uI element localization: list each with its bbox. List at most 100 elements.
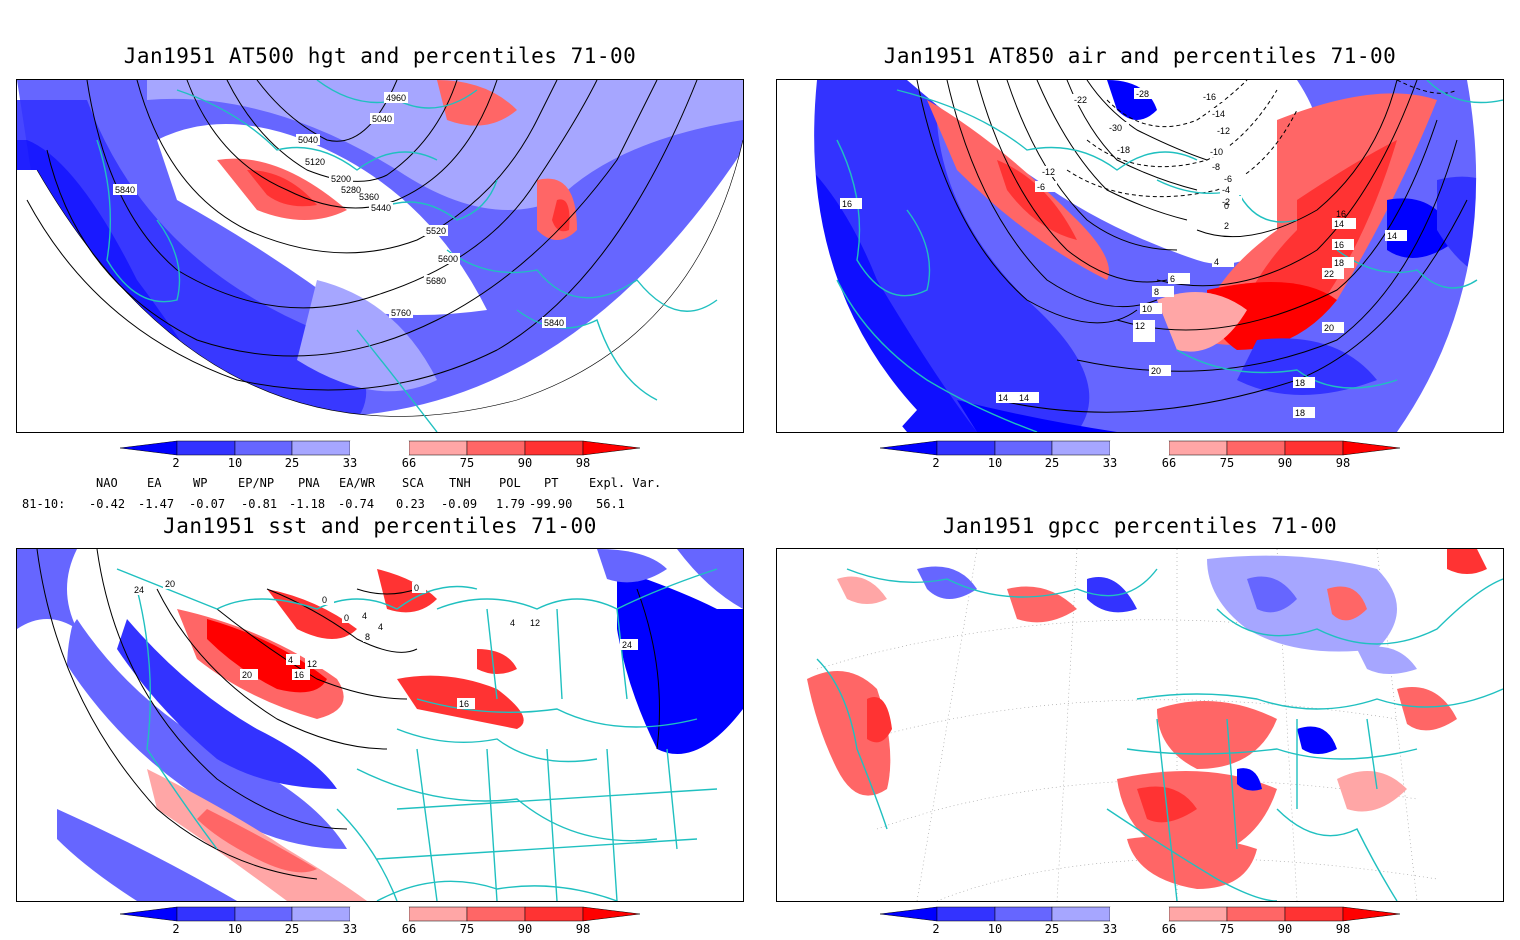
colorbar-segment bbox=[176, 440, 236, 456]
colorbar-tick: 90 bbox=[1277, 922, 1293, 936]
colorbar-tick: 98 bbox=[575, 922, 591, 936]
colorbar-segment bbox=[466, 906, 526, 922]
contour-label: 0 bbox=[1224, 201, 1229, 211]
contour-label: 14 bbox=[1387, 231, 1397, 241]
index-value: -1.18 bbox=[289, 497, 326, 511]
colorbar-tick: 98 bbox=[1335, 456, 1351, 470]
colorbar-tick: 90 bbox=[517, 922, 533, 936]
colorbar-segment bbox=[176, 906, 236, 922]
contour-label: 8 bbox=[1154, 287, 1159, 297]
contour-label: 5840 bbox=[115, 185, 135, 195]
contour-label: 16 bbox=[842, 199, 852, 209]
index-value: -0.42 bbox=[89, 497, 126, 511]
colorbar-segment bbox=[1110, 441, 1169, 455]
colorbar-segment bbox=[120, 906, 178, 922]
index-value: 0.23 bbox=[396, 497, 425, 511]
colorbar-tick: 75 bbox=[459, 922, 475, 936]
colorbar-segment bbox=[1051, 906, 1111, 922]
index-row-label: 81-10: bbox=[22, 497, 66, 511]
contour-label: 24 bbox=[622, 640, 632, 650]
index-value: 1.79 bbox=[496, 497, 525, 511]
contour-label: 6 bbox=[1170, 274, 1175, 284]
colorbar-tick: 66 bbox=[1161, 456, 1177, 470]
contour-label: -30 bbox=[1109, 123, 1122, 133]
colorbar-tick: 10 bbox=[227, 456, 243, 470]
contour-label: 14 bbox=[1334, 219, 1344, 229]
contour-label: 12 bbox=[530, 618, 540, 628]
colorbar-segment bbox=[936, 440, 996, 456]
colorbar-tick: 25 bbox=[1044, 922, 1060, 936]
colorbar-panel-1: 2 10 25 33 66 75 90 98 bbox=[120, 440, 660, 474]
colorbar-tick: 33 bbox=[342, 922, 358, 936]
colorbar-tick: 10 bbox=[987, 456, 1003, 470]
contour-label: 5040 bbox=[298, 135, 318, 145]
contour-label: 14 bbox=[1019, 393, 1029, 403]
colorbar-segment bbox=[120, 440, 178, 456]
colorbar-tick: 25 bbox=[284, 922, 300, 936]
colorbar-segment bbox=[880, 906, 938, 922]
contour-label: -22 bbox=[1074, 95, 1087, 105]
colorbar-tick: 33 bbox=[1102, 922, 1118, 936]
colorbar-panel-3: 2 10 25 33 66 75 90 98 bbox=[120, 906, 660, 940]
colorbar-segment bbox=[582, 906, 641, 922]
contour-label: -12 bbox=[1217, 126, 1230, 136]
contour-label: -6 bbox=[1037, 182, 1045, 192]
panel-2-title: Jan1951 AT850 air and percentiles 71-00 bbox=[883, 44, 1397, 68]
contour-label: -4 bbox=[1222, 185, 1230, 195]
contour-label: 20 bbox=[165, 579, 175, 589]
colorbar-segment bbox=[1342, 906, 1401, 922]
panel-3-map: 24 20 0 0 0 4 8 4 4 12 16 20 16 24 12 4 bbox=[16, 548, 744, 902]
colorbar-segment bbox=[880, 440, 938, 456]
contour-label: 24 bbox=[134, 585, 144, 595]
contour-label: 18 bbox=[1295, 408, 1305, 418]
contour-label: 0 bbox=[322, 595, 327, 605]
contour-label: 12 bbox=[307, 659, 317, 669]
colorbar-tick: 75 bbox=[1219, 922, 1235, 936]
colorbar-tick: 10 bbox=[227, 922, 243, 936]
contour-label: 20 bbox=[1324, 323, 1334, 333]
contour-label: 16 bbox=[459, 699, 469, 709]
contour-label: 16 bbox=[1334, 240, 1344, 250]
contour-label: 4 bbox=[362, 611, 367, 621]
panel-1-title: Jan1951 AT500 hgt and percentiles 71-00 bbox=[123, 44, 637, 68]
contour-label: 5360 bbox=[359, 192, 379, 202]
colorbar-segment bbox=[1110, 907, 1169, 921]
contour-label: 0 bbox=[344, 613, 349, 623]
contour-label: 4 bbox=[510, 618, 515, 628]
contour-label: -16 bbox=[1203, 92, 1216, 102]
colorbar-tick: 90 bbox=[517, 456, 533, 470]
contour-label: 12 bbox=[1135, 321, 1145, 331]
contour-label: -12 bbox=[1042, 167, 1055, 177]
contour-label: 5760 bbox=[391, 308, 411, 318]
colorbar-tick: 33 bbox=[1102, 456, 1118, 470]
index-value: -0.74 bbox=[338, 497, 375, 511]
contour-label: 5200 bbox=[331, 174, 351, 184]
contour-label: 5840 bbox=[544, 318, 564, 328]
colorbar-segment bbox=[1226, 440, 1286, 456]
colorbar-segment bbox=[1168, 440, 1228, 456]
contour-label: 18 bbox=[1334, 258, 1344, 268]
colorbar-segment bbox=[994, 906, 1053, 922]
index-header: EP/NP bbox=[238, 476, 275, 490]
index-header: NAO bbox=[96, 476, 118, 490]
contour-label: 5120 bbox=[305, 157, 325, 167]
colorbar-tick: 2 bbox=[172, 456, 180, 470]
index-value: -1.47 bbox=[138, 497, 175, 511]
index-header: PNA bbox=[298, 476, 320, 490]
colorbar-tick: 2 bbox=[932, 456, 940, 470]
colorbar-segment bbox=[1284, 906, 1344, 922]
colorbar-segment bbox=[234, 440, 293, 456]
colorbar-tick: 2 bbox=[932, 922, 940, 936]
contour-label: 16 bbox=[294, 670, 304, 680]
colorbar-tick: 98 bbox=[1335, 922, 1351, 936]
index-header: PT bbox=[544, 476, 559, 490]
contour-label: -18 bbox=[1117, 145, 1130, 155]
index-header: EA/WR bbox=[339, 476, 376, 490]
contour-label: 4 bbox=[288, 655, 293, 665]
contour-label: 18 bbox=[1295, 378, 1305, 388]
contour-label: -10 bbox=[1210, 147, 1223, 157]
colorbar-tick: 33 bbox=[342, 456, 358, 470]
panel-4-title: Jan1951 gpcc percentiles 71-00 bbox=[942, 514, 1338, 538]
contour-label: 20 bbox=[1151, 366, 1161, 376]
colorbar-panel-4: 2 10 25 33 66 75 90 98 bbox=[880, 906, 1420, 940]
